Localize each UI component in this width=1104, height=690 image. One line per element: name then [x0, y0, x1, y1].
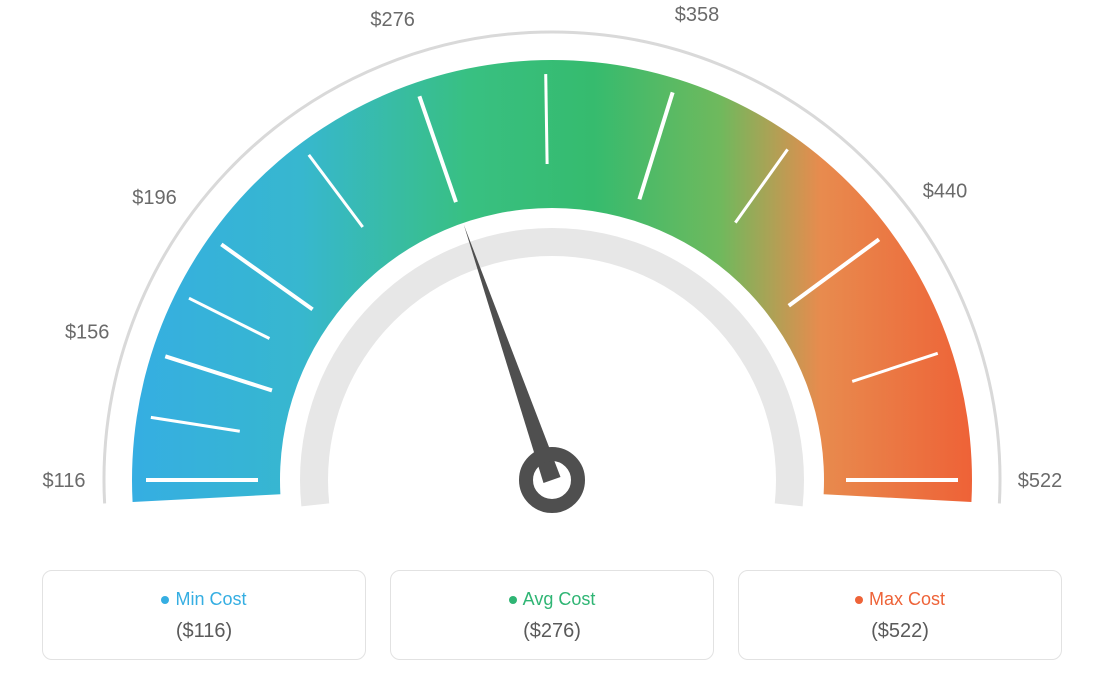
gauge-svg: $116 $156 $196 $276 $358 $440 $522: [0, 0, 1104, 560]
legend-avg-label-text: Avg Cost: [523, 589, 596, 609]
legend-row: Min Cost ($116) Avg Cost ($276) Max Cost…: [0, 570, 1104, 660]
legend-min-value: ($116): [43, 620, 365, 643]
svg-text:$522: $522: [1018, 470, 1063, 492]
svg-text:$358: $358: [675, 4, 720, 26]
svg-text:$196: $196: [132, 187, 177, 209]
svg-text:$276: $276: [370, 9, 415, 31]
legend-card-min: Min Cost ($116): [42, 570, 366, 660]
legend-min-label-text: Min Cost: [175, 589, 246, 609]
legend-max-value: ($522): [739, 620, 1061, 643]
legend-dot-avg: [509, 596, 517, 604]
svg-text:$156: $156: [65, 321, 110, 343]
legend-label-min: Min Cost: [43, 589, 365, 610]
legend-avg-value: ($276): [391, 620, 713, 643]
legend-card-max: Max Cost ($522): [738, 570, 1062, 660]
gauge-chart: $116 $156 $196 $276 $358 $440 $522: [0, 0, 1104, 560]
svg-text:$116: $116: [42, 470, 85, 492]
legend-dot-max: [855, 596, 863, 604]
legend-label-avg: Avg Cost: [391, 589, 713, 610]
legend-dot-min: [161, 596, 169, 604]
svg-text:$440: $440: [923, 181, 968, 203]
legend-max-label-text: Max Cost: [869, 589, 945, 609]
legend-label-max: Max Cost: [739, 589, 1061, 610]
legend-card-avg: Avg Cost ($276): [390, 570, 714, 660]
